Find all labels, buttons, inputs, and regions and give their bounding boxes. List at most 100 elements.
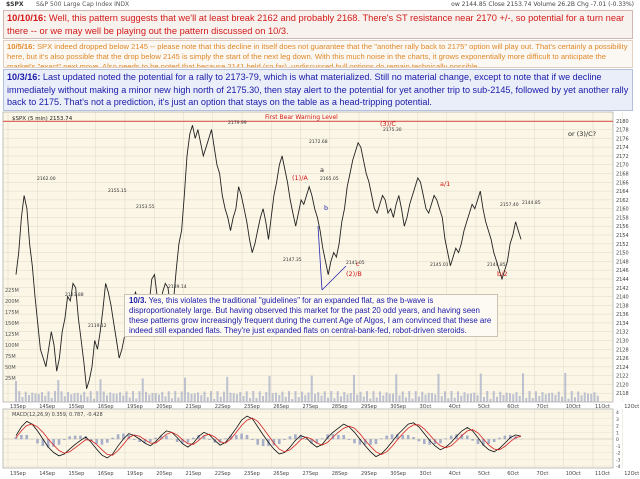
price-panel-title: $SPX (5 min) 2153.74: [12, 116, 73, 122]
price-tick-label: 2152: [616, 242, 629, 248]
volume-bar: [239, 392, 242, 402]
date-tick-label: 14Sep: [39, 404, 55, 410]
volume-bar: [102, 391, 105, 402]
volume-bar: [466, 393, 469, 402]
macd-histogram-bar: [390, 434, 394, 440]
volume-bar: [583, 392, 586, 402]
volume-bar: [171, 398, 173, 402]
macd-histogram-bar: [482, 439, 485, 446]
price-tick-label: 2138: [616, 303, 629, 309]
volume-bar: [21, 396, 24, 402]
volume-bar: [353, 374, 355, 402]
macd-tick-label: 2: [616, 424, 619, 430]
wave-a-label: a: [320, 166, 324, 174]
volume-bar: [492, 391, 495, 402]
macd-histogram-bar: [202, 435, 206, 440]
macd-histogram-bar: [100, 439, 104, 445]
macd-histogram-bar: [272, 439, 276, 446]
date-tick-label: 3Oct: [420, 404, 432, 410]
wave-b2-label: b/2: [497, 270, 507, 278]
price-callout-label: 2144.85: [487, 262, 506, 268]
volume-bar: [567, 398, 570, 402]
volume-bar: [187, 392, 190, 402]
volume-bar: [76, 392, 79, 402]
volume-bar: [135, 398, 138, 402]
volume-bar: [486, 391, 489, 402]
chart-header: $SPX S&P 500 Large Cap Index INDX ow 214…: [0, 0, 640, 10]
volume-bar: [145, 391, 147, 402]
volume-bar: [414, 391, 417, 402]
volume-bar: [15, 381, 17, 402]
price-tick-label: 2144: [616, 277, 629, 283]
macd-date-tick-label: 10Oct: [566, 471, 581, 477]
volume-bar: [125, 391, 128, 402]
volume-bar: [574, 397, 576, 402]
volume-bar: [122, 395, 125, 402]
volume-bars: [15, 373, 599, 402]
macd-date-tick-label: 19Sep: [127, 471, 143, 477]
macd-histogram-bar: [52, 439, 55, 447]
volume-bar: [388, 393, 391, 402]
volume-bar: [564, 373, 567, 402]
price-tick-label: 2164: [616, 189, 629, 195]
volume-bar: [314, 393, 316, 402]
volume-bar: [154, 393, 157, 402]
volume-bar: [210, 391, 212, 402]
volume-bar: [372, 391, 375, 402]
volume-bar: [67, 391, 69, 402]
note-oct-3-flat-date: 10/3.: [129, 296, 147, 305]
volume-bar: [395, 374, 398, 402]
volume-bar: [450, 391, 453, 402]
price-callout-label: 2175.30: [383, 127, 402, 133]
price-callout-label: 2172.68: [309, 139, 328, 145]
macd-line-macd: [15, 415, 522, 459]
volume-tick-label: 50M: [5, 365, 16, 371]
volume-bar: [158, 394, 160, 402]
price-tick-label: 2128: [616, 347, 629, 353]
volume-bar: [216, 391, 219, 402]
volume-bar: [96, 391, 99, 402]
price-tick-label: 2120: [616, 382, 629, 388]
volume-bar: [167, 391, 170, 402]
volume-bar: [229, 392, 232, 402]
price-callout-label: 2123.88: [65, 292, 84, 298]
gridlines: [3, 112, 623, 468]
macd-panel-title: MACD(12,26,9) 0.359, 0.787, -0.428: [12, 412, 103, 418]
price-tick-label: 2166: [616, 180, 629, 186]
price-tick-label: 2150: [616, 251, 629, 257]
volume-bar: [317, 392, 320, 402]
price-tick-label: 2142: [616, 286, 629, 292]
volume-bar: [262, 395, 264, 402]
macd-date-tick-label: 27Sep: [303, 471, 319, 477]
macd-histogram-bar: [261, 439, 265, 447]
macd-histogram-bar: [498, 437, 501, 440]
macd-histogram-bar: [320, 438, 324, 440]
volume-bar: [93, 398, 95, 402]
macd-histogram-bar: [122, 433, 125, 440]
volume-bar: [203, 391, 206, 402]
axis-ticks: 2118212021222124212621282130213221342136…: [5, 116, 639, 477]
date-tick-label: 26Sep: [273, 404, 289, 410]
macd-histogram-bar: [449, 435, 453, 440]
volume-bar: [307, 392, 310, 402]
macd-histogram-bar: [310, 439, 313, 444]
macd-histogram-bar: [374, 439, 378, 445]
volume-bar: [18, 391, 21, 402]
volume-bar: [359, 391, 362, 402]
volume-bar: [434, 394, 437, 402]
volume-bar: [473, 392, 476, 402]
macd-histogram-bar: [36, 439, 39, 444]
volume-bar: [106, 395, 108, 402]
macd-histogram-bar: [417, 439, 421, 442]
volume-bar: [223, 391, 225, 402]
macd-histogram-bar: [197, 434, 200, 440]
macd-histogram-bar: [84, 436, 88, 440]
price-panel-bg: [2, 111, 614, 403]
price-tick-label: 2170: [616, 163, 629, 169]
note-oct-3-date: 10/3/16:: [7, 72, 41, 82]
volume-bar: [249, 398, 251, 402]
volume-bar: [226, 376, 229, 402]
volume-bar: [362, 396, 365, 402]
date-tick-label: 4Oct: [449, 404, 461, 410]
